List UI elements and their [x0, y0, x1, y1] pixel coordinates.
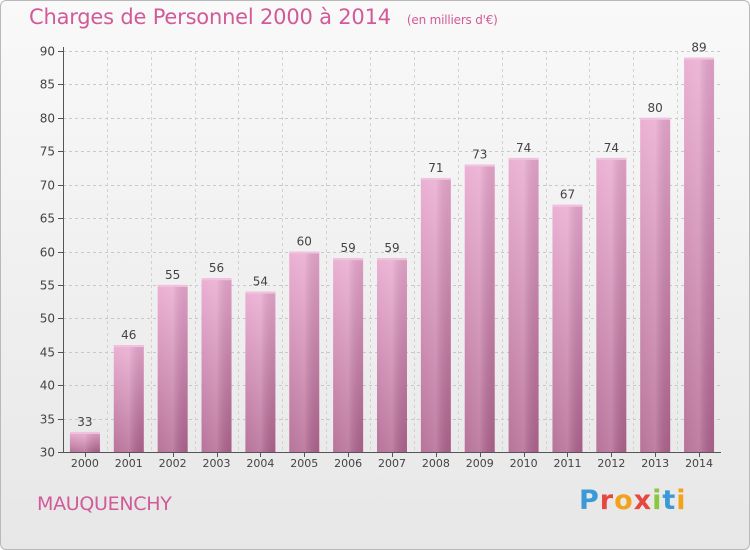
bar-top-highlight: [333, 258, 364, 261]
bar-shine: [552, 204, 583, 452]
y-tick-label: 45: [40, 346, 55, 360]
bar-value-label: 46: [121, 328, 136, 342]
chart-subtitle: (en milliers d'€): [406, 13, 498, 27]
bar-shine: [508, 157, 539, 452]
bar-value-label: 55: [165, 268, 180, 282]
bar-shine: [684, 57, 715, 452]
y-tick-label: 55: [40, 279, 55, 293]
bar-top-highlight: [464, 164, 495, 167]
bar-shine: [157, 284, 188, 452]
y-tick-label: 50: [40, 312, 55, 326]
bar-shine: [464, 164, 495, 452]
y-tick-label: 90: [40, 45, 55, 59]
bar-value-label: 54: [253, 275, 268, 289]
bar-value-label: 59: [340, 241, 355, 255]
bar-shine: [596, 157, 627, 452]
bar-shine: [201, 278, 232, 452]
y-tick-label: 80: [40, 112, 55, 126]
logo-letter: o: [614, 485, 634, 516]
x-tick-label: 2000: [71, 457, 99, 470]
bar-top-highlight: [596, 157, 627, 160]
bar-value-label: 73: [472, 148, 487, 162]
logo-letter: i: [652, 485, 663, 516]
chart-title: Charges de Personnel 2000 à 2014 (en mill…: [29, 5, 498, 29]
x-tick-label: 2013: [641, 457, 669, 470]
bars: [69, 57, 715, 452]
x-tick-label: 2011: [553, 457, 581, 470]
bar-top-highlight: [640, 117, 671, 120]
x-tick-label: 2008: [422, 457, 450, 470]
bar-top-highlight: [508, 157, 539, 160]
bar-shine: [640, 117, 671, 452]
y-tick-label: 60: [40, 246, 55, 260]
logo-letter: i: [676, 485, 687, 516]
y-tick-label: 30: [40, 446, 55, 460]
proxiti-logo: Proxiti: [579, 485, 687, 516]
axes: 30 35 40 45 50 55 60 65 70 75 80 85 90: [40, 45, 721, 460]
x-tick-label: 2007: [378, 457, 406, 470]
bar-value-label: 59: [384, 241, 399, 255]
bar-value-label: 60: [297, 235, 312, 249]
bar-top-highlight: [684, 57, 715, 60]
bar-top-highlight: [377, 258, 407, 261]
bar-value-label: 80: [648, 101, 663, 115]
bar-top-highlight: [420, 177, 451, 180]
x-tick-label: 2005: [290, 457, 318, 470]
bar-top-highlight: [245, 291, 276, 294]
x-tick-label: 2002: [159, 457, 187, 470]
bar-value-label: 67: [560, 188, 575, 202]
bar-value-label: 89: [691, 41, 706, 55]
bar-top-highlight: [289, 251, 320, 254]
bar-value-label: 56: [209, 261, 224, 275]
bar-shine: [377, 258, 407, 452]
bar-top-highlight: [69, 431, 100, 434]
x-tick-label: 2010: [510, 457, 538, 470]
bar-shine: [333, 258, 364, 452]
y-tick-label: 75: [40, 145, 55, 159]
x-tick-label: 2012: [597, 457, 625, 470]
y-tick-label: 70: [40, 179, 55, 193]
y-tick-label: 35: [40, 413, 55, 427]
y-tick-label: 65: [40, 212, 55, 226]
x-tick-label: 2009: [466, 457, 494, 470]
bar-top-highlight: [157, 284, 188, 287]
logo-letter: r: [599, 485, 615, 516]
x-tick-label: 2004: [246, 457, 274, 470]
bar-shine: [289, 251, 320, 452]
bar-shine: [69, 431, 100, 452]
bar-value-label: 74: [604, 141, 619, 155]
x-tick-label: 2001: [115, 457, 143, 470]
bar-value-label: 71: [428, 161, 443, 175]
bar-labels: 33 2000 46 2001 55 2002 56 2003 54 2004 60 2005 59 20…: [71, 41, 713, 470]
logo-letter: x: [633, 485, 653, 516]
x-tick-label: 2014: [685, 457, 713, 470]
y-tick-label: 85: [40, 78, 55, 92]
bar-shine: [420, 177, 451, 452]
x-tick-label: 2006: [334, 457, 362, 470]
bar-top-highlight: [113, 345, 144, 348]
logo-letter: t: [662, 485, 677, 516]
y-tick-label: 40: [40, 379, 55, 393]
bar-value-label: 74: [516, 141, 531, 155]
bar-shine: [245, 291, 276, 452]
logo-letter: P: [579, 485, 600, 516]
place-name: MAUQUENCHY: [37, 493, 172, 515]
bar-shine: [113, 345, 144, 452]
bar-value-label: 33: [77, 415, 92, 429]
x-tick-label: 2003: [203, 457, 231, 470]
chart-title-text: Charges de Personnel 2000 à 2014: [29, 5, 391, 29]
bar-top-highlight: [201, 278, 232, 281]
bar-top-highlight: [552, 204, 583, 207]
